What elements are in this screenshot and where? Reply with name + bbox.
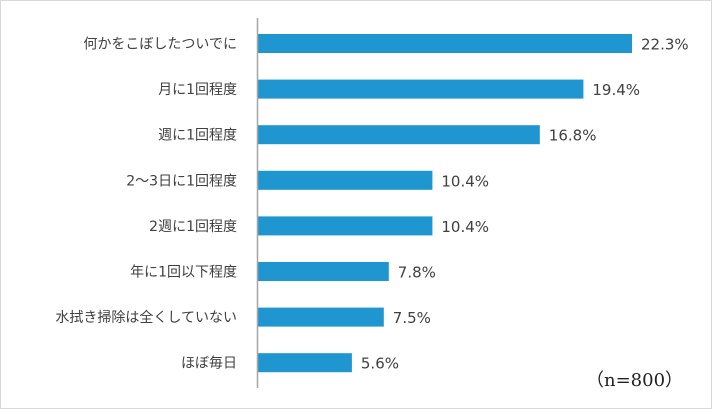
value-label-7: 7.5% bbox=[393, 309, 431, 327]
category-label-7: 水拭き掃除は全くしていない bbox=[55, 309, 237, 326]
bar-6 bbox=[258, 262, 389, 281]
value-label-2: 19.4% bbox=[592, 81, 640, 99]
category-label-3: 週に1回程度 bbox=[158, 128, 237, 144]
bar-5 bbox=[258, 216, 433, 236]
value-label-8: 5.6% bbox=[361, 355, 399, 373]
sample-size-note: （n=800） bbox=[586, 370, 684, 391]
category-label-5: 2週に1回程度 bbox=[149, 219, 237, 235]
bar-7 bbox=[258, 307, 384, 327]
category-label-6: 年に1回以下程度 bbox=[130, 265, 237, 281]
category-label-4: 2〜3日に1回程度 bbox=[126, 173, 237, 189]
bar-1 bbox=[258, 34, 632, 53]
category-label-1: 何かをこぼしたついでに bbox=[83, 37, 237, 53]
category-label-2: 月に1回程度 bbox=[158, 82, 237, 98]
value-label-4: 10.4% bbox=[441, 172, 489, 190]
bar-4 bbox=[258, 170, 433, 190]
value-label-5: 10.4% bbox=[441, 218, 489, 236]
bars-group bbox=[258, 34, 632, 373]
value-labels-group: 22.3% 19.4% 16.8% 10.4% 10.4% 7.8% 7.5% 5.6% bbox=[361, 36, 689, 373]
value-label-6: 7.8% bbox=[398, 264, 436, 282]
bar-2 bbox=[258, 79, 584, 99]
category-label-8: ほぼ毎日 bbox=[181, 356, 237, 372]
value-label-3: 16.8% bbox=[549, 127, 597, 145]
bar-3 bbox=[258, 125, 540, 145]
value-label-1: 22.3% bbox=[641, 36, 689, 54]
bar-8 bbox=[258, 353, 352, 373]
